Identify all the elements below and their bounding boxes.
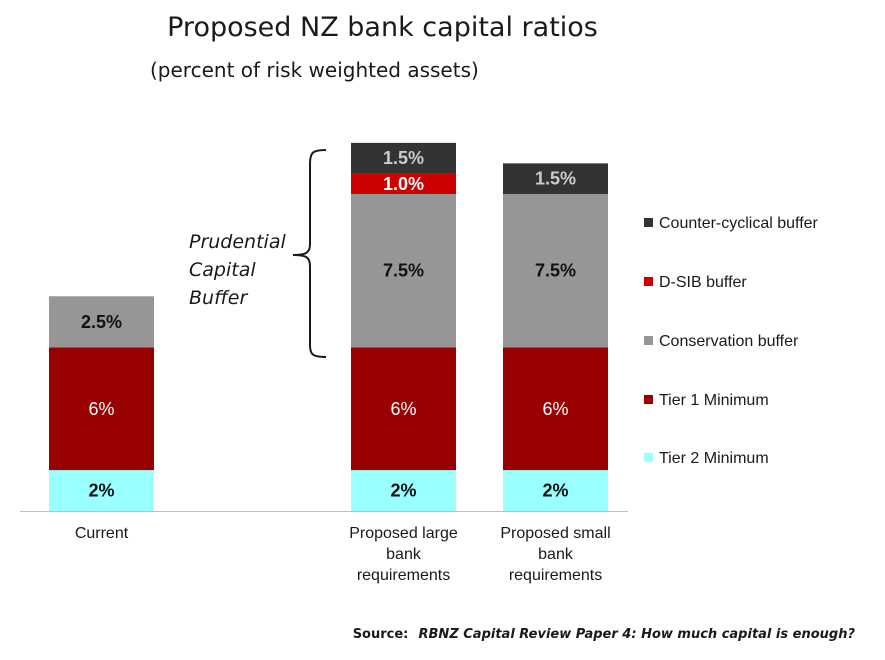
legend-label: Tier 1 Minimum — [659, 392, 769, 409]
category-label: Proposed small bank requirements — [486, 523, 626, 586]
legend-item-tier-1-minimum: Tier 1 Minimum — [644, 392, 769, 410]
legend-item-counter-cyclical-buffer: Counter-cyclical buffer — [644, 215, 818, 233]
data-label-counter-cyclical-buffer: 1.5% — [535, 169, 576, 189]
data-label-tier-2-minimum: 2% — [390, 481, 416, 501]
source-note: Source: RBNZ Capital Review Paper 4: How… — [353, 627, 855, 642]
source-text: RBNZ Capital Review Paper 4: How much ca… — [418, 627, 855, 642]
bar-segment-tier-1-minimum — [503, 347, 608, 471]
data-label-tier-1-minimum: 6% — [88, 399, 114, 419]
legend-swatch — [644, 277, 653, 287]
buffer-brace — [292, 149, 327, 358]
category-label-line: requirements — [356, 567, 451, 584]
legend-item-conservation-buffer: Conservation buffer — [644, 333, 798, 351]
legend-label: D-SIB buffer — [659, 274, 747, 291]
data-label-conservation-buffer: 7.5% — [535, 261, 576, 281]
data-label-tier-2-minimum: 2% — [542, 481, 568, 501]
data-label-conservation-buffer: 7.5% — [383, 261, 424, 281]
bar-segment-counter-cyclical-buffer — [351, 142, 456, 174]
legend-swatch — [644, 453, 653, 463]
data-label-counter-cyclical-buffer: 1.5% — [383, 148, 424, 168]
annotation-line: Capital — [189, 259, 256, 281]
annotation-line: Buffer — [189, 287, 248, 309]
legend-swatch — [644, 218, 653, 228]
legend-label: Tier 2 Minimum — [659, 450, 769, 467]
legend-label: Counter-cyclical buffer — [659, 215, 818, 232]
category-label: Proposed large bank requirements — [334, 523, 474, 586]
bar-segment-conservation-buffer — [49, 296, 154, 348]
bar-segment-conservation-buffer — [503, 194, 608, 348]
category-label-line: requirements — [508, 567, 603, 584]
category-label-line: bank — [386, 546, 421, 563]
legend-label: Conservation buffer — [659, 333, 799, 350]
legend-item-d-sib-buffer: D-SIB buffer — [644, 274, 747, 292]
legend-item-tier-2-minimum: Tier 2 Minimum — [644, 450, 769, 468]
chart-title: Proposed NZ bank capital ratios — [167, 12, 598, 43]
category-label-line: Proposed large — [349, 525, 458, 542]
bar-segment-d-sib-buffer — [351, 173, 456, 195]
data-label-d-sib-buffer: 1.0% — [383, 174, 424, 194]
chart-subtitle: (percent of risk weighted assets) — [150, 58, 479, 82]
data-label-conservation-buffer: 2.5% — [81, 312, 122, 332]
bar-segment-tier-2-minimum — [49, 470, 154, 511]
data-label-tier-1-minimum: 6% — [390, 399, 416, 419]
legend-swatch — [644, 395, 653, 405]
category-label-line: Current — [74, 525, 129, 542]
bar-segment-tier-2-minimum — [351, 470, 456, 511]
category-label: Current — [32, 523, 172, 544]
bar-segment-tier-1-minimum — [49, 347, 154, 471]
bar-segment-tier-2-minimum — [503, 470, 608, 511]
source-label: Source: — [352, 627, 409, 642]
prudential-buffer-annotation: Prudential Capital Buffer — [189, 228, 286, 312]
bar-segment-counter-cyclical-buffer — [503, 163, 608, 195]
category-label-line: Proposed small — [500, 525, 611, 542]
data-label-tier-1-minimum: 6% — [542, 399, 568, 419]
bar-segment-tier-1-minimum — [351, 347, 456, 471]
bar-segment-conservation-buffer — [351, 194, 456, 348]
annotation-line: Prudential — [189, 231, 286, 253]
category-label-line: bank — [538, 546, 573, 563]
data-label-tier-2-minimum: 2% — [88, 481, 114, 501]
legend-swatch — [644, 336, 653, 346]
